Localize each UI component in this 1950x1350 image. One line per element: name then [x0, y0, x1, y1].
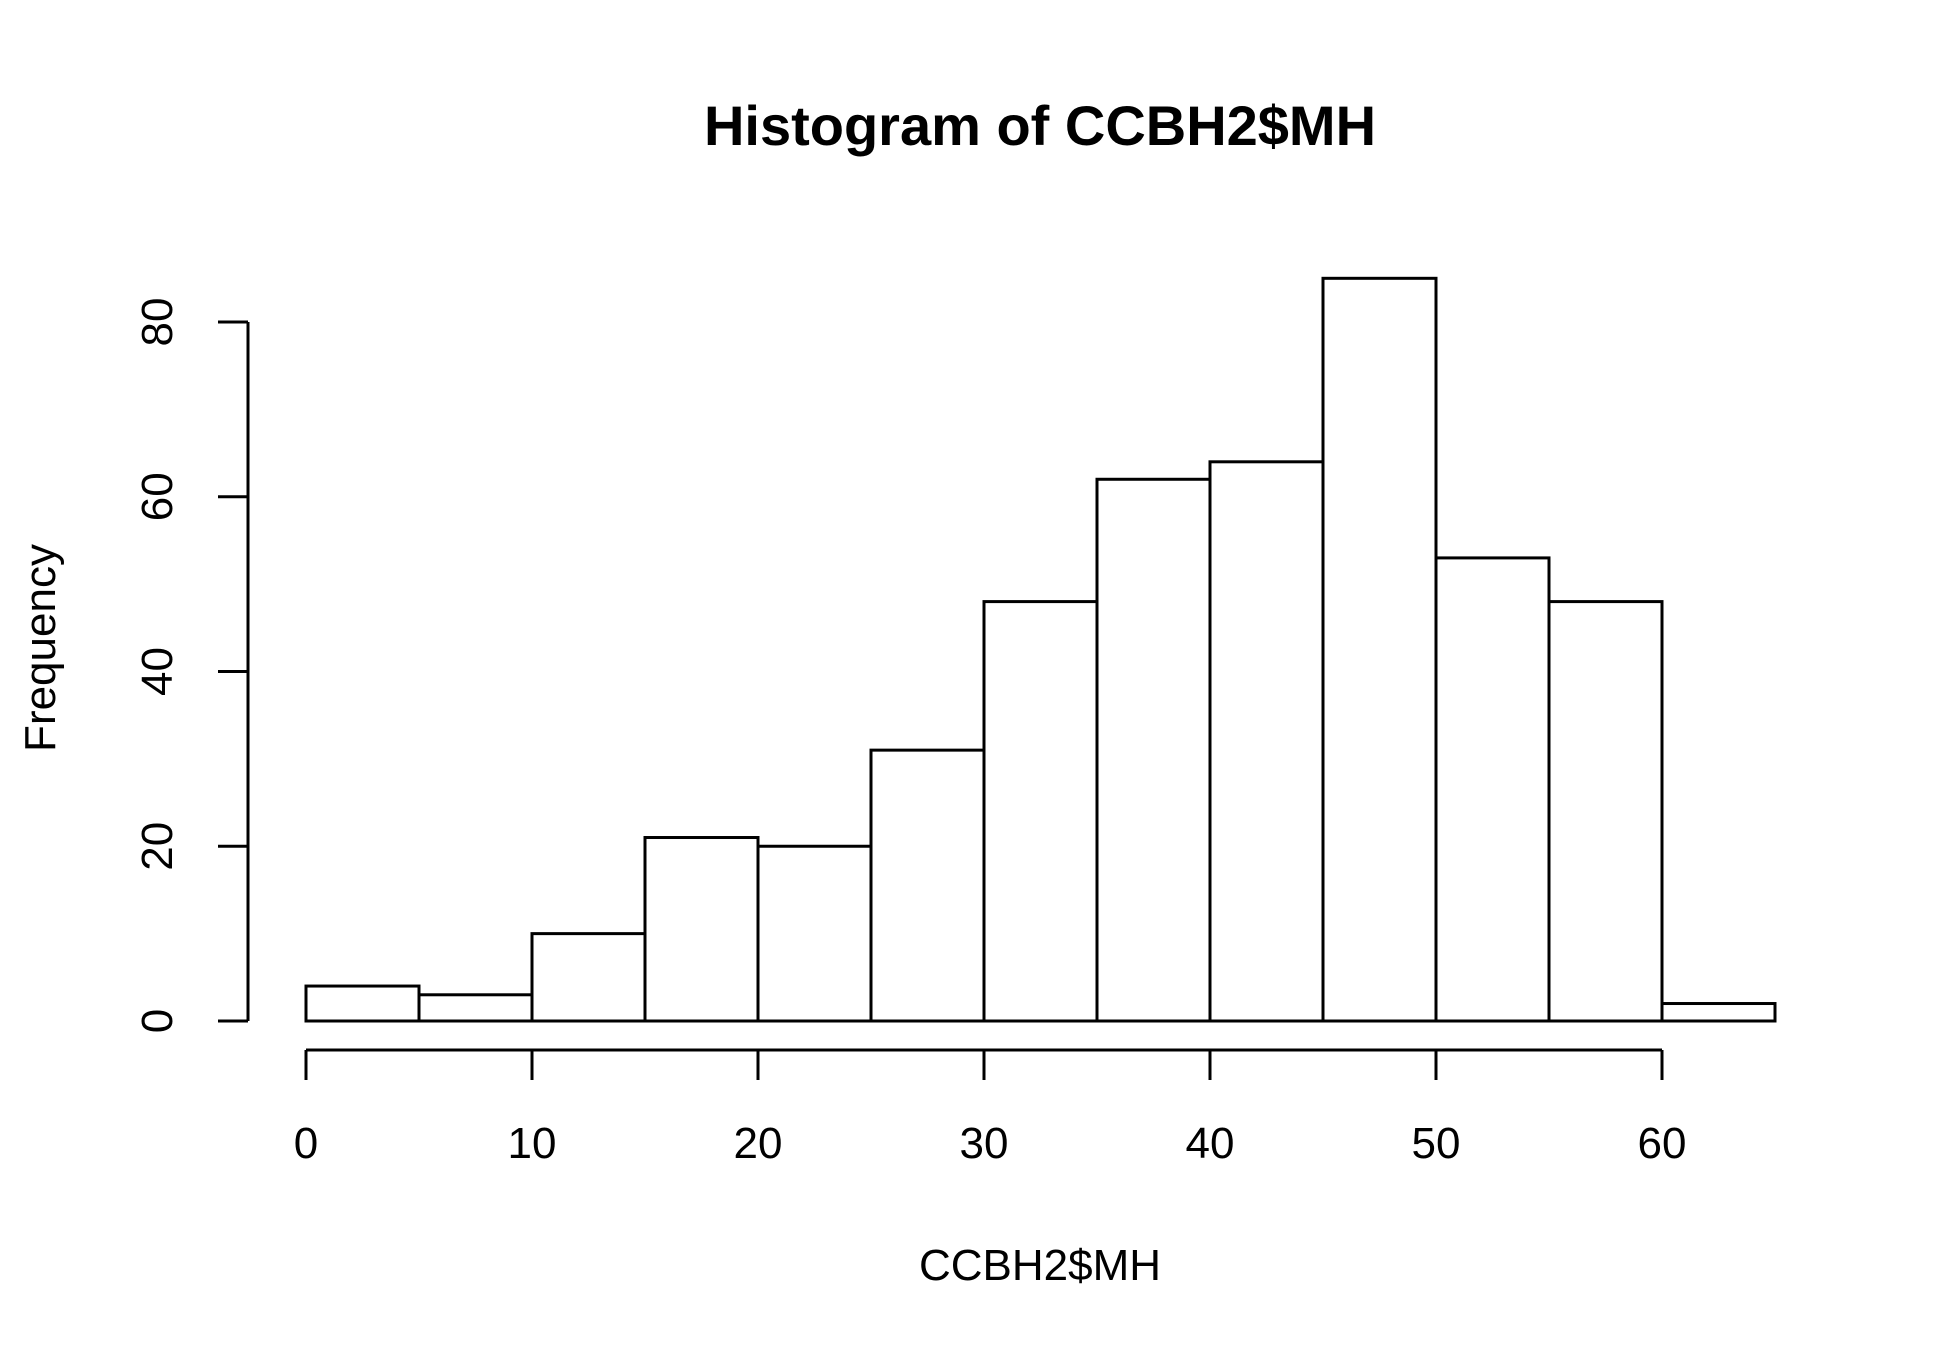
histogram-bar-35-40: [1095, 477, 1212, 1023]
histogram-bar-55-60: [1547, 600, 1664, 1023]
x-tick-label-0: 0: [294, 1119, 318, 1168]
histogram-bar-0-5: [304, 984, 421, 1023]
histogram-bar-25-30: [869, 748, 986, 1023]
histogram-bar-45-50: [1321, 276, 1438, 1023]
histogram-bar-10-15: [530, 932, 647, 1023]
x-tick-label-60: 60: [1638, 1119, 1687, 1168]
x-tick-label-10: 10: [508, 1119, 557, 1168]
x-tick-label-40: 40: [1186, 1119, 1235, 1168]
y-axis: 0 20 40 60 80: [133, 298, 250, 1033]
histogram-bar-60-65: [1660, 1002, 1777, 1023]
histogram-bar-30-35: [982, 600, 1099, 1023]
histogram-bar-50-55: [1434, 556, 1551, 1023]
y-tick-label-60: 60: [133, 472, 182, 521]
x-axis-title: CCBH2$MH: [919, 1241, 1161, 1290]
y-axis-title: Frequency: [16, 544, 65, 752]
chart-title: Histogram of CCBH2$MH: [704, 94, 1376, 157]
histogram-bar-20-25: [756, 844, 873, 1023]
histogram-bar-40-45: [1208, 460, 1325, 1023]
x-tick-label-30: 30: [960, 1119, 1009, 1168]
y-tick-label-20: 20: [133, 822, 182, 871]
histogram-bars: [304, 276, 1777, 1023]
histogram-bar-5-10: [417, 993, 534, 1023]
y-tick-label-0: 0: [133, 1009, 182, 1033]
x-tick-label-20: 20: [734, 1119, 783, 1168]
y-tick-label-40: 40: [133, 647, 182, 696]
x-tick-label-50: 50: [1412, 1119, 1461, 1168]
y-tick-label-80: 80: [133, 298, 182, 347]
histogram-bar-15-20: [643, 836, 760, 1023]
x-axis: 0 10 20 30 40 50 60: [294, 1048, 1687, 1168]
